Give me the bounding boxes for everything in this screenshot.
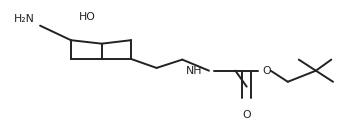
Text: HO: HO bbox=[79, 12, 96, 22]
Text: H₂N: H₂N bbox=[14, 14, 35, 24]
Text: NH: NH bbox=[186, 66, 203, 76]
Text: O: O bbox=[262, 66, 270, 76]
Text: O: O bbox=[243, 110, 251, 120]
